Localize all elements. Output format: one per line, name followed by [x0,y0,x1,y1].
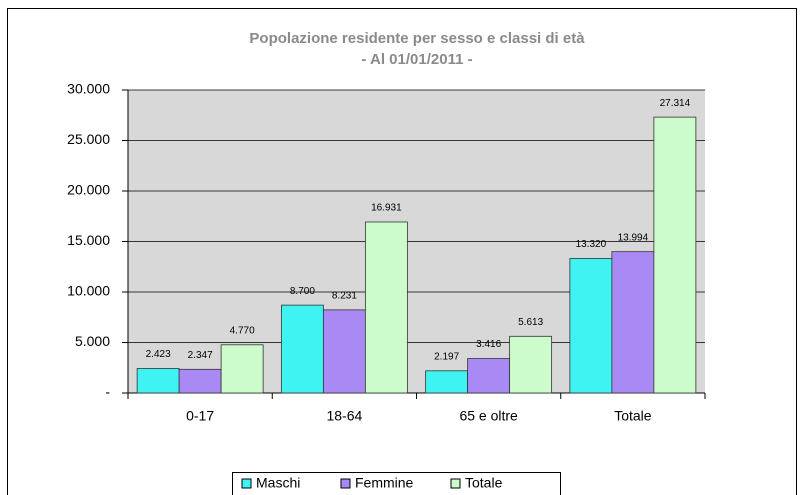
value-label: 2.197 [434,351,459,362]
bar [220,344,264,394]
x-tick-label: 65 e oltre [459,408,518,424]
y-tick-label: 25.000 [67,131,110,147]
legend-marker [241,478,252,489]
value-label: 5.613 [518,317,543,328]
bar [425,370,469,394]
legend-marker [340,478,351,489]
bar [611,251,655,394]
value-label: 16.931 [371,203,402,214]
bar [569,258,613,394]
y-tick-label: 20.000 [67,182,110,198]
y-tick-label: 30.000 [67,81,110,97]
y-tick-label: 10.000 [67,283,110,299]
y-tick-label: 5.000 [75,333,110,349]
x-tick-label: Totale [614,408,652,424]
x-tick-label: 0-17 [186,408,214,424]
legend-label: Totale [465,475,503,491]
chart-title: Popolazione residente per sesso e classi… [249,30,585,47]
legend-label: Maschi [256,475,300,491]
value-label: 8.231 [332,291,357,302]
bar [653,116,697,394]
bar [322,309,366,394]
value-label: 13.994 [618,232,649,243]
bar [136,368,180,394]
value-label: 27.314 [660,98,691,109]
value-label: 4.770 [230,325,255,336]
value-label: 2.423 [146,349,171,360]
value-label: 8.700 [290,286,315,297]
bar [178,368,222,394]
bar [509,335,553,394]
bar [280,304,324,394]
value-label: 2.347 [188,350,213,361]
bar [467,358,511,394]
value-label: 13.320 [576,239,607,250]
y-tick-label: - [105,384,110,400]
y-tick-label: 15.000 [67,232,110,248]
legend-marker [450,478,461,489]
legend-box [232,472,561,495]
legend-label: Femmine [355,475,414,491]
value-label: 3.416 [476,339,501,350]
x-tick-label: 18-64 [326,408,362,424]
chart-subtitle: - Al 01/01/2011 - [361,51,472,68]
bar [364,221,408,394]
